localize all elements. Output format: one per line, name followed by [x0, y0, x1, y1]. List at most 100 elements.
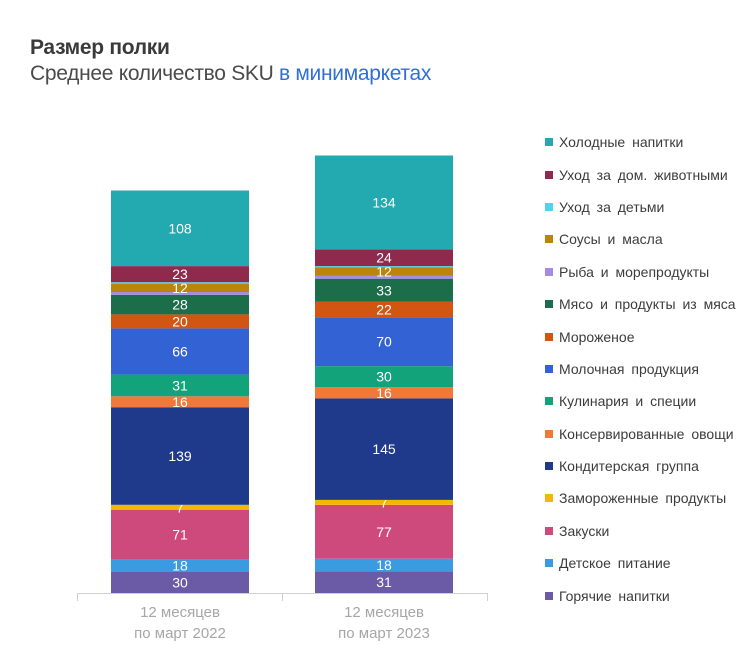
- legend-label: Мороженое: [559, 328, 635, 345]
- data-label: 77: [376, 524, 392, 540]
- bar-segment-закуски: [111, 509, 249, 560]
- legend-label: Соусы и масла: [559, 231, 663, 248]
- bar-segment-холодные-напитки: [111, 190, 249, 267]
- legend-swatch: [545, 364, 553, 373]
- data-label: 108: [168, 220, 192, 236]
- bar-segment-консервированные-овощи: [315, 387, 453, 399]
- chart-title: Размер полки: [30, 36, 170, 59]
- bar-segment-уход-за-детьми: [111, 282, 249, 284]
- x-tick-label: по март 2022: [134, 625, 226, 642]
- legend-label: Горячие напитки: [559, 587, 670, 604]
- bar-segment-горячие-напитки: [315, 571, 453, 593]
- data-label: 139: [168, 448, 192, 464]
- legend-item: Кулинария и специи: [545, 385, 741, 417]
- data-label: 30: [376, 369, 392, 385]
- legend-item: Мороженое: [545, 320, 741, 352]
- bar-segment-холодные-напитки: [315, 155, 453, 250]
- subtitle-accent: в минимаркетах: [279, 62, 432, 85]
- data-label: 145: [372, 441, 396, 457]
- bar-segment-уход-за-дом-животными: [315, 249, 453, 267]
- bar-segment-кулинария-и-специи: [111, 374, 249, 397]
- data-label: 18: [172, 558, 188, 574]
- legend-label: Мясо и продукты из мяса: [559, 296, 736, 313]
- legend-item: Уход за детьми: [545, 191, 741, 223]
- data-label: 30: [172, 575, 188, 591]
- bar-segment-соусы-и-масла: [315, 267, 453, 276]
- bar-segment-молочная-продукция: [315, 317, 453, 367]
- legend-swatch: [545, 429, 553, 438]
- data-label: 134: [372, 194, 396, 210]
- legend-swatch: [545, 235, 553, 244]
- bar-segment-мясо-и-продукты-из-мяса: [315, 278, 453, 302]
- data-label: 24: [376, 250, 392, 266]
- x-tick-label: 12 месяцев: [344, 604, 424, 621]
- data-label: 66: [172, 344, 188, 360]
- bar-segment-кондитерская-группа: [111, 407, 249, 505]
- data-label: 31: [376, 574, 392, 590]
- data-label: 7: [176, 499, 184, 515]
- legend-swatch: [545, 559, 553, 568]
- legend-label: Рыба и морепродукты: [559, 263, 710, 280]
- legend-swatch: [545, 494, 553, 503]
- data-label: 16: [376, 385, 392, 401]
- data-label: 18: [376, 557, 392, 573]
- bar-segment-горячие-напитки: [111, 572, 249, 593]
- chart-subtitle: Среднее количество SKU в минимаркетах: [30, 60, 431, 88]
- legend-item: Консервированные овощи: [545, 418, 741, 450]
- data-label: 12: [172, 280, 188, 296]
- chart-legend: Холодные напитки Уход за дом. животными Ух…: [545, 126, 741, 612]
- data-label: 33: [376, 282, 392, 298]
- bar-segment-замороженные-продукты: [315, 499, 453, 505]
- bar-segment-соусы-и-масла: [111, 283, 249, 292]
- legend-label: Замороженные продукты: [559, 490, 727, 507]
- data-label: 12: [376, 264, 392, 280]
- legend-item: Холодные напитки: [545, 126, 741, 158]
- bar-segment-уход-за-детьми: [315, 266, 453, 268]
- legend-label: Кондитерская группа: [559, 458, 699, 475]
- data-label: 22: [376, 302, 392, 318]
- data-label: 71: [172, 527, 188, 543]
- legend-swatch: [545, 300, 553, 309]
- legend-swatch: [545, 591, 553, 600]
- legend-item: Мясо и продукты из мяса: [545, 288, 741, 320]
- legend-label: Уход за детьми: [559, 198, 665, 215]
- legend-item: Горячие напитки: [545, 579, 741, 611]
- legend-item: Уход за дом. животными: [545, 158, 741, 190]
- legend-swatch: [545, 138, 553, 147]
- legend-swatch: [545, 267, 553, 276]
- legend-item: Детское питание: [545, 547, 741, 579]
- legend-swatch: [545, 397, 553, 406]
- legend-item: Молочная продукция: [545, 353, 741, 385]
- bar-segment-детское-питание: [111, 559, 249, 572]
- legend-swatch: [545, 332, 553, 341]
- legend-label: Детское питание: [559, 555, 671, 572]
- bar-segment-закуски: [315, 504, 453, 559]
- legend-label: Консервированные овощи: [559, 425, 734, 442]
- chart-header: Размер полки Среднее количество SKU в ми…: [30, 36, 431, 88]
- data-label: 23: [172, 266, 188, 282]
- legend-label: Кулинария и специи: [559, 393, 697, 410]
- bar-segment-рыба-и-морепродукты: [111, 292, 249, 295]
- legend-swatch: [545, 462, 553, 471]
- data-label: 70: [376, 334, 392, 350]
- legend-swatch: [545, 170, 553, 179]
- data-label: 7: [380, 494, 388, 510]
- bar-segment-кулинария-и-специи: [315, 366, 453, 388]
- data-label: 28: [172, 297, 188, 313]
- bar-segment-замороженные-продукты: [111, 504, 249, 510]
- legend-label: Холодные напитки: [559, 134, 684, 151]
- legend-item: Кондитерская группа: [545, 450, 741, 482]
- legend-label: Закуски: [559, 522, 610, 539]
- bar-segment-молочная-продукция: [111, 328, 249, 375]
- legend-swatch: [545, 526, 553, 535]
- legend-item: Замороженные продукты: [545, 482, 741, 514]
- legend-swatch: [545, 202, 553, 211]
- bar-segment-мороженое: [315, 301, 453, 318]
- subtitle-main: Среднее количество SKU: [30, 62, 274, 85]
- bar-segment-уход-за-дом-животными: [111, 266, 249, 283]
- data-label: 16: [172, 394, 188, 410]
- bar-segment-мороженое: [111, 314, 249, 329]
- bar-segment-детское-питание: [315, 558, 453, 572]
